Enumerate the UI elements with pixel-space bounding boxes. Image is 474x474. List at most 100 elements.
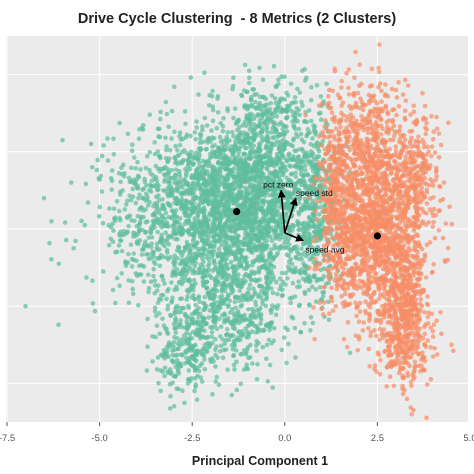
data-point — [250, 361, 255, 366]
data-point — [162, 177, 168, 182]
data-point — [275, 291, 280, 297]
data-points — [23, 42, 456, 421]
data-point — [187, 336, 192, 342]
data-point — [164, 144, 169, 149]
data-point — [318, 117, 324, 122]
data-point — [297, 226, 303, 232]
data-point — [244, 132, 249, 137]
data-point — [256, 307, 262, 313]
data-point — [310, 320, 316, 326]
data-point — [186, 368, 192, 373]
data-point — [271, 255, 277, 261]
data-point — [223, 229, 229, 235]
data-point — [282, 155, 287, 161]
data-point — [139, 205, 144, 210]
data-point — [222, 147, 227, 153]
data-point — [143, 230, 148, 235]
data-point — [111, 151, 117, 157]
data-point — [191, 257, 196, 263]
data-point — [128, 165, 134, 171]
data-point — [284, 175, 289, 181]
data-point — [286, 341, 291, 347]
data-point — [272, 203, 277, 208]
data-point — [231, 115, 236, 121]
data-point — [164, 351, 169, 357]
data-point — [431, 261, 437, 267]
data-point — [157, 126, 162, 132]
data-point — [347, 292, 353, 298]
data-point — [163, 230, 168, 235]
data-point — [341, 266, 346, 271]
data-point — [314, 83, 320, 88]
data-point — [186, 322, 192, 327]
data-point — [197, 164, 202, 169]
data-point — [95, 157, 100, 163]
data-point — [178, 137, 184, 142]
data-point — [183, 272, 189, 277]
data-point — [240, 220, 246, 225]
data-point — [105, 158, 111, 163]
data-point — [254, 348, 259, 354]
data-point — [173, 315, 178, 321]
data-point — [324, 81, 329, 87]
data-point — [234, 215, 240, 221]
data-point — [170, 193, 175, 198]
data-point — [242, 235, 248, 241]
data-point — [178, 250, 183, 256]
data-point — [223, 318, 228, 324]
data-point — [263, 96, 269, 102]
data-point — [202, 70, 207, 76]
data-point — [49, 218, 54, 224]
data-point — [225, 276, 230, 282]
data-point — [206, 135, 211, 141]
data-point — [189, 362, 194, 368]
data-point — [200, 187, 206, 193]
data-point — [321, 273, 327, 279]
data-point — [302, 264, 307, 269]
data-point — [203, 214, 208, 220]
data-point — [284, 109, 290, 115]
data-point — [202, 294, 208, 300]
data-point — [231, 75, 236, 80]
data-point — [229, 392, 235, 398]
data-point — [304, 150, 309, 155]
data-point — [277, 222, 282, 228]
data-point — [192, 242, 198, 248]
data-point — [232, 157, 237, 162]
data-point — [215, 94, 221, 99]
data-point — [206, 188, 211, 193]
data-point — [145, 316, 150, 322]
data-point — [269, 225, 274, 230]
data-point — [286, 242, 292, 247]
data-point — [233, 138, 238, 144]
data-point — [252, 242, 257, 247]
data-point — [256, 168, 261, 174]
data-point — [230, 150, 235, 155]
data-point — [301, 139, 307, 145]
data-point — [293, 254, 299, 260]
data-point — [326, 317, 332, 323]
data-point — [299, 146, 305, 152]
data-point — [134, 273, 140, 279]
data-point — [162, 373, 167, 379]
data-point — [136, 195, 141, 201]
data-point — [144, 368, 150, 373]
data-point — [157, 263, 163, 269]
data-point — [379, 88, 384, 94]
data-point — [254, 278, 260, 283]
data-point — [173, 330, 179, 335]
data-point — [217, 174, 223, 179]
data-point — [208, 230, 214, 235]
data-point — [146, 272, 151, 278]
data-point — [288, 300, 294, 306]
data-point — [97, 204, 103, 210]
data-point — [241, 176, 246, 182]
data-point — [295, 219, 300, 224]
data-point — [248, 342, 253, 348]
data-point — [182, 203, 188, 208]
data-point — [272, 96, 278, 101]
data-point — [279, 270, 285, 276]
data-point — [254, 113, 260, 119]
data-point — [284, 360, 289, 366]
data-point — [233, 268, 238, 274]
